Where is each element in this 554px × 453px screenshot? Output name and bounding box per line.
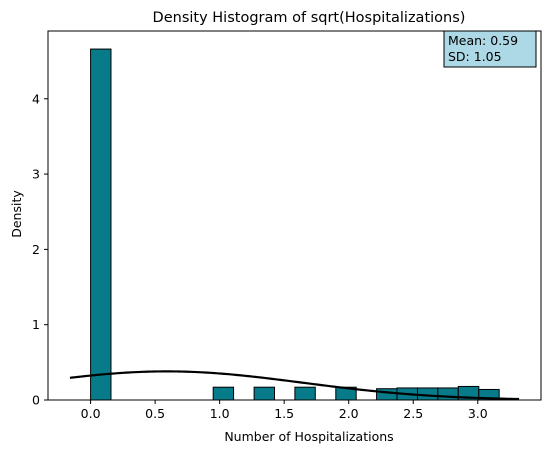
y-tick-label: 2 [32, 242, 40, 257]
bars-layer [90, 48, 500, 401]
histogram-bar [294, 386, 316, 401]
y-tick-label: 0 [32, 393, 40, 408]
x-tick-label: 1.5 [274, 406, 294, 421]
stats-annotation-box [443, 30, 537, 68]
stats-annotation: Mean: 0.59 SD: 1.05 [443, 30, 537, 68]
normal-density-curve [69, 370, 520, 401]
y-tick-label: 4 [32, 91, 40, 106]
y-axis-title: Density [9, 190, 24, 238]
x-tick-label: 0.0 [81, 406, 101, 421]
x-axis-title: Number of Hospitalizations [224, 429, 393, 444]
x-tick-label: 2.0 [339, 406, 359, 421]
sd-label: SD: 1.05 [448, 49, 502, 64]
x-tick-label: 1.0 [210, 406, 230, 421]
y-tick-label: 3 [32, 167, 40, 182]
x-axis-ticks: 0.0 0.5 1.0 1.5 2.0 2.5 3.0 [81, 400, 488, 421]
chart-title: Density Histogram of sqrt(Hospitalizatio… [153, 10, 466, 26]
x-tick-label: 3.0 [468, 406, 488, 421]
histogram-bar [253, 386, 275, 401]
mean-label: Mean: 0.59 [448, 33, 518, 48]
histogram-bar [212, 386, 235, 401]
plot-frame [47, 30, 542, 401]
y-tick-label: 1 [32, 317, 40, 332]
x-tick-label: 0.5 [145, 406, 165, 421]
x-tick-label: 2.5 [403, 406, 423, 421]
histogram-bar [437, 387, 459, 401]
histogram-bar [90, 48, 112, 401]
y-axis-ticks: 0 1 2 3 4 [32, 91, 48, 408]
histogram-bar [376, 388, 398, 401]
